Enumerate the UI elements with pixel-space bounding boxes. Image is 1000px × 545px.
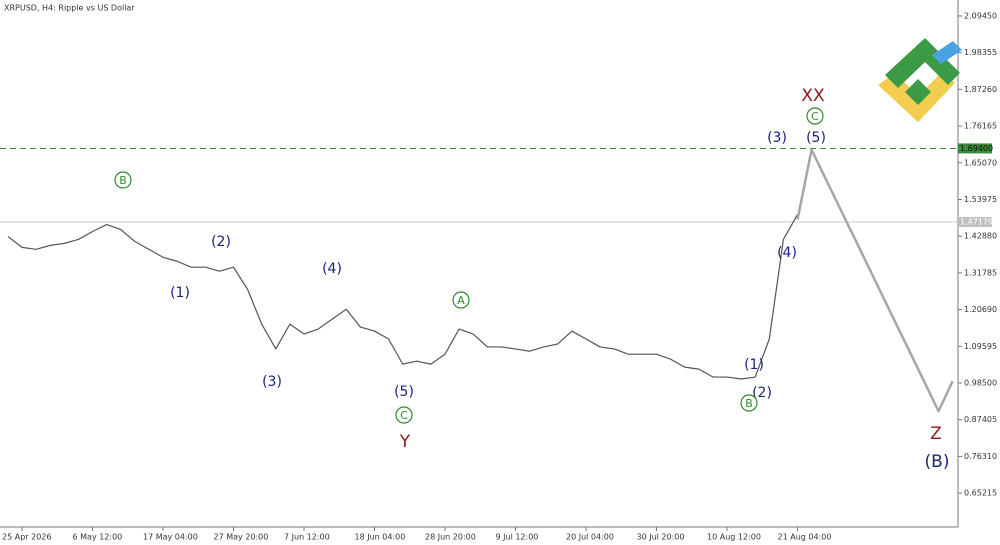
wave-label: (5) <box>394 384 414 400</box>
y-tick-label: 1.87260 <box>964 85 997 94</box>
wave-label: XX <box>801 86 825 106</box>
y-tick-label: 2.09450 <box>964 11 997 20</box>
wave-label: (5) <box>806 130 826 146</box>
wave-circle <box>806 107 824 125</box>
x-tick-label: 21 Aug 04:00 <box>778 533 832 542</box>
y-tick-label: 1.65070 <box>964 158 997 167</box>
wave-label: Y <box>399 432 411 452</box>
wave-label: (4) <box>322 261 342 277</box>
wave-circle <box>740 394 758 412</box>
wave-label: B <box>745 397 753 410</box>
y-tick-label: 1.76165 <box>964 122 997 131</box>
wave-label: (2) <box>752 385 772 401</box>
price-level-label: 1.69400 <box>960 144 993 153</box>
wave-circle <box>452 291 470 309</box>
wave-label: (1) <box>170 285 190 301</box>
x-tick-label: 30 Jul 20:00 <box>637 533 685 542</box>
wave-label: Z <box>930 424 942 444</box>
x-tick-label: 27 May 20:00 <box>214 533 269 542</box>
x-tick-label: 9 Jul 12:00 <box>496 533 539 542</box>
x-tick-label: 25 Apr 2026 <box>2 533 51 542</box>
y-tick-label: 0.87405 <box>964 415 997 424</box>
x-tick-label: 18 Jun 04:00 <box>355 533 406 542</box>
price-level-box <box>958 143 992 154</box>
price-level-box <box>958 216 992 227</box>
wave-label: (2) <box>211 234 231 250</box>
wave-label: (3) <box>262 374 282 390</box>
x-tick-label: 7 Jun 12:00 <box>284 533 330 542</box>
wave-label: C <box>400 409 408 422</box>
wave-label: (1) <box>744 357 764 373</box>
wave-label: (4) <box>777 245 797 261</box>
price-line <box>7 214 799 380</box>
chart-title: XRPUSD, H4: Ripple vs US Dollar <box>4 4 135 13</box>
y-tick-label: 0.98500 <box>964 378 997 387</box>
y-tick-label: 1.31785 <box>964 268 997 277</box>
forecast-line <box>796 148 954 413</box>
y-tick-label: 1.20690 <box>964 305 997 314</box>
x-tick-label: 28 Jun 20:00 <box>425 533 476 542</box>
wave-label: (3) <box>767 130 787 146</box>
x-tick-label: 17 May 04:00 <box>143 533 198 542</box>
x-tick-label: 10 Aug 12:00 <box>707 533 761 542</box>
wave-label: A <box>457 294 465 307</box>
y-tick-label: 1.98355 <box>964 48 997 57</box>
x-tick-label: 20 Jul 04:00 <box>566 533 614 542</box>
logo <box>878 38 962 122</box>
wave-circle <box>395 406 413 424</box>
y-tick-label: 1.09595 <box>964 342 997 351</box>
y-tick-label: 0.65215 <box>964 489 997 498</box>
y-tick-label: 1.53975 <box>964 195 997 204</box>
price-level-label: 1.47179 <box>960 217 993 226</box>
wave-circle <box>114 171 132 189</box>
y-tick-label: 1.42880 <box>964 232 997 241</box>
wave-label: C <box>811 110 819 123</box>
wave-label: B <box>119 174 127 187</box>
y-tick-label: 0.76310 <box>964 452 997 461</box>
x-tick-label: 6 May 12:00 <box>73 533 123 542</box>
wave-label: (B) <box>925 452 950 472</box>
